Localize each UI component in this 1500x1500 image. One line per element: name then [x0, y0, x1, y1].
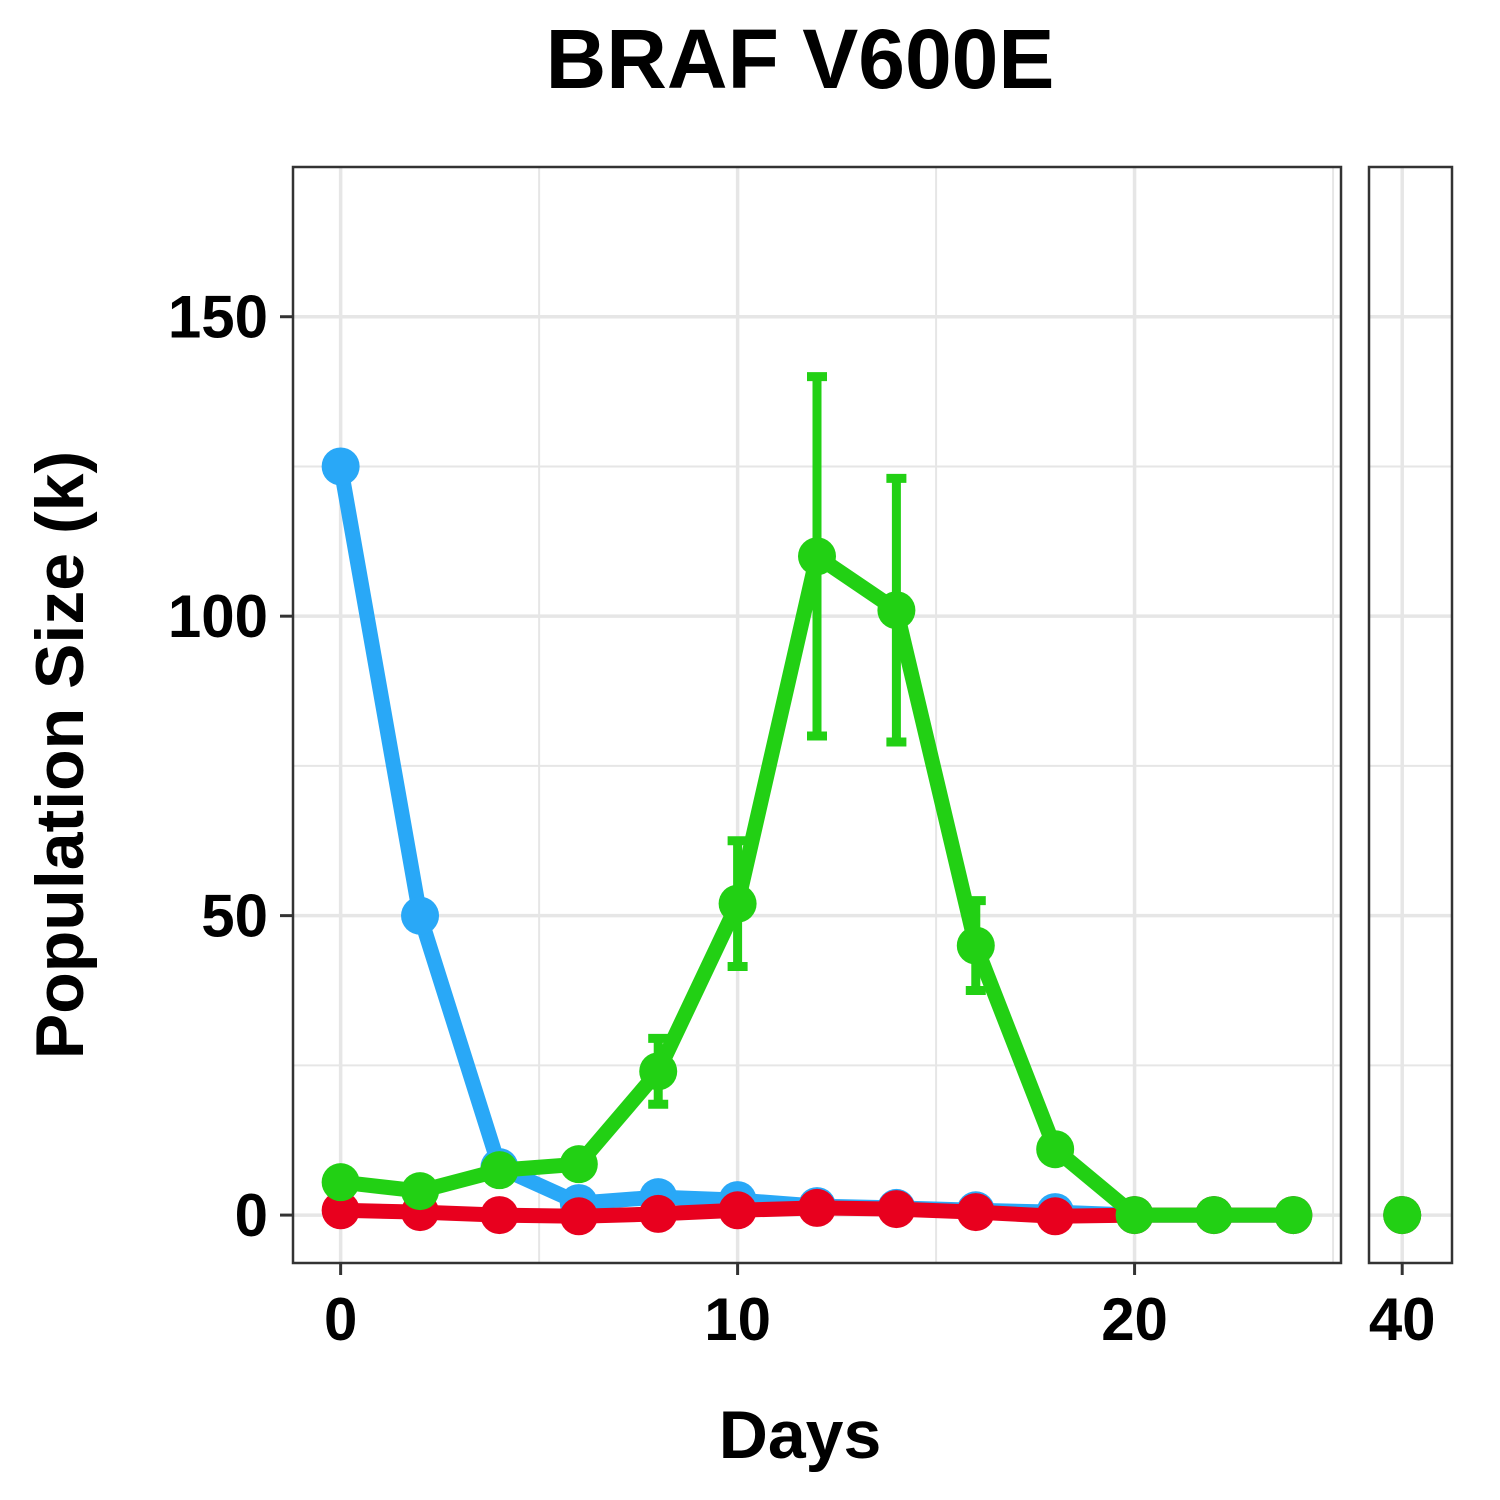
- data-point: [401, 1172, 440, 1211]
- y-tick-label: 0: [235, 1182, 268, 1249]
- data-point: [1036, 1130, 1075, 1169]
- data-point: [559, 1197, 598, 1236]
- y-tick-label: 100: [168, 583, 268, 650]
- y-axis-label: Population Size (k): [22, 451, 98, 1059]
- series-3: [1383, 1196, 1422, 1235]
- panel-border: [291, 165, 1343, 1265]
- x-tick-label: 10: [704, 1286, 771, 1353]
- data-point: [1036, 1197, 1075, 1236]
- data-point: [639, 1052, 678, 1091]
- data-point: [321, 447, 360, 486]
- data-point: [1194, 1196, 1233, 1235]
- plot-panels: [291, 165, 1454, 1265]
- data-point: [559, 1145, 598, 1184]
- x-tick-label: 0: [324, 1286, 357, 1353]
- data-point: [877, 591, 916, 630]
- panel-2: [1367, 165, 1454, 1265]
- data-point: [718, 1191, 757, 1230]
- data-point: [1383, 1196, 1422, 1235]
- panel-1: [291, 165, 1343, 1265]
- data-layer: [1383, 1196, 1422, 1235]
- grid: [1369, 167, 1452, 1263]
- data-point: [321, 1163, 360, 1202]
- data-point: [718, 884, 757, 923]
- data-point: [639, 1194, 678, 1233]
- y-tick-label: 50: [201, 883, 268, 950]
- x-tick-label: 20: [1101, 1286, 1168, 1353]
- data-point: [480, 1151, 519, 1190]
- y-axis: 0 50 100 150: [168, 284, 293, 1249]
- x-tick-label: 40: [1369, 1286, 1436, 1353]
- data-point: [956, 1193, 995, 1232]
- data-point: [480, 1196, 519, 1235]
- panel-border: [1367, 165, 1454, 1265]
- data-layer: [321, 372, 1313, 1236]
- series-3: [321, 372, 1313, 1235]
- chart-title: BRAF V600E: [546, 12, 1055, 106]
- data-point: [956, 926, 995, 965]
- data-point: [877, 1190, 916, 1229]
- y-tick-label: 150: [168, 284, 268, 351]
- x-axis: 0 10 20 40: [324, 1263, 1436, 1353]
- data-point: [798, 1188, 836, 1227]
- x-axis-label: Days: [719, 1397, 882, 1473]
- data-point: [1274, 1196, 1313, 1235]
- data-point: [1115, 1196, 1154, 1235]
- data-point: [401, 896, 440, 935]
- data-point: [798, 537, 836, 576]
- data-point: [321, 1191, 360, 1230]
